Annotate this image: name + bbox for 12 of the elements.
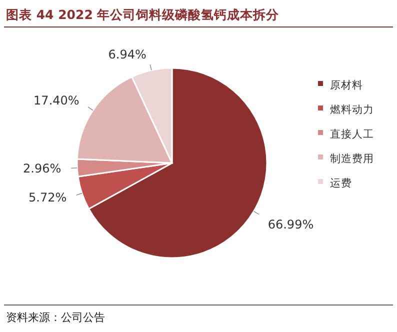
data-label: 17.40% <box>34 94 80 108</box>
legend-label: 原材料 <box>330 78 363 92</box>
data-label: 6.94% <box>108 48 146 62</box>
legend-label: 燃料动力 <box>330 103 374 116</box>
data-label: 2.96% <box>23 162 62 176</box>
text: 资料来源：公司公告 <box>6 311 105 324</box>
legend-label: 直接人工 <box>330 128 374 140</box>
legend-label: 制造费用 <box>330 152 374 165</box>
chart-title: 图表 44 2022 年公司饲料级磷酸氢钙成本拆分 <box>6 7 280 22</box>
legend-label: 运费 <box>330 176 352 190</box>
data-label: 5.72% <box>28 190 67 205</box>
data-label: 66.99% <box>268 217 314 232</box>
